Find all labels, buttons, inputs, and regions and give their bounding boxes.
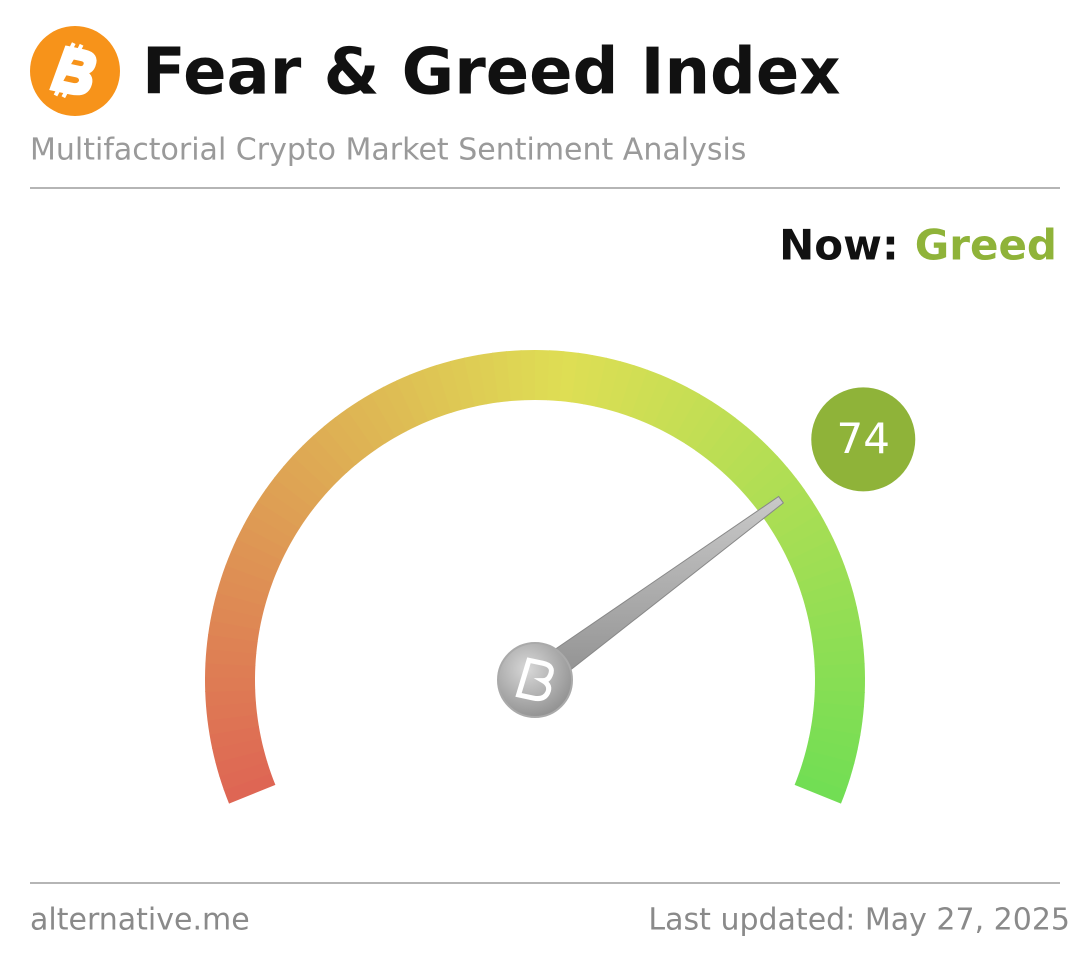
gauge-segment bbox=[547, 350, 565, 402]
gauge-segment bbox=[205, 662, 256, 679]
gauge-segment bbox=[370, 386, 407, 438]
gauge-segment bbox=[213, 592, 266, 618]
gauge-segment bbox=[492, 351, 512, 403]
gauge-segment bbox=[205, 648, 257, 666]
gauge-segment bbox=[812, 634, 864, 655]
gauge-segment bbox=[210, 605, 263, 630]
gauge-segment bbox=[802, 750, 855, 778]
status-label: Now: bbox=[779, 221, 899, 270]
gauge-segment bbox=[684, 401, 725, 451]
gauge-segment bbox=[334, 408, 376, 458]
gauge-segment bbox=[383, 380, 418, 432]
gauge-segment bbox=[535, 350, 551, 401]
gauge-segment bbox=[814, 663, 865, 679]
gauge-segment bbox=[740, 456, 788, 500]
gauge-segment bbox=[788, 539, 840, 573]
gauge-segment bbox=[694, 409, 736, 458]
gauge-segment bbox=[257, 488, 307, 529]
gauge-segment bbox=[748, 466, 797, 510]
gauge-segment bbox=[409, 369, 441, 422]
gauge-segment bbox=[506, 350, 524, 402]
gauge-segment bbox=[302, 435, 347, 482]
gauge-segment bbox=[674, 393, 713, 444]
gauge-segment bbox=[797, 565, 850, 595]
gauge-segment bbox=[422, 364, 452, 417]
gauge-segment bbox=[230, 538, 283, 572]
needle-hub bbox=[497, 642, 573, 718]
gauge-segment bbox=[219, 761, 272, 791]
value-badge bbox=[811, 387, 916, 492]
gauge-segment bbox=[209, 725, 262, 749]
gauge-segment bbox=[814, 677, 865, 693]
gauge-segment bbox=[236, 525, 288, 561]
gauge-segment bbox=[346, 400, 386, 451]
gauge-segment bbox=[571, 352, 593, 405]
value-label: 74 bbox=[837, 414, 890, 463]
gauge-segment bbox=[782, 526, 834, 561]
gauge-segment bbox=[283, 455, 330, 500]
gauge-segment bbox=[807, 606, 860, 631]
source: alternative.me bbox=[30, 903, 250, 938]
gauge-segment bbox=[249, 500, 300, 539]
status: Greed bbox=[915, 221, 1057, 270]
gauge-segment bbox=[212, 737, 264, 763]
gauge-segment bbox=[358, 393, 397, 444]
gauge-segment bbox=[216, 578, 269, 606]
logo bbox=[30, 26, 120, 116]
hub-logo bbox=[515, 657, 554, 702]
gauge-segment bbox=[618, 365, 649, 417]
gauge-segment bbox=[732, 445, 778, 491]
gauge-segment bbox=[323, 417, 366, 465]
gauge-segment bbox=[204, 676, 256, 693]
gauge-segment bbox=[770, 501, 821, 540]
gauge-segment bbox=[805, 738, 858, 764]
gauge-segment bbox=[723, 435, 769, 482]
gauge-segment bbox=[801, 578, 854, 607]
gauge-segment bbox=[205, 689, 256, 707]
gauge-segment bbox=[312, 426, 357, 473]
gauge-segment bbox=[463, 354, 488, 407]
gauge-segment bbox=[583, 354, 607, 407]
gauge-segment bbox=[396, 374, 429, 427]
gauge-segment bbox=[225, 551, 278, 583]
gauge-segment bbox=[793, 552, 845, 584]
gauge-segment bbox=[223, 772, 276, 804]
gauge-segment bbox=[704, 417, 747, 466]
gauge-segment bbox=[607, 361, 635, 414]
gauge-segment bbox=[215, 749, 268, 777]
gauge-segment bbox=[808, 726, 861, 750]
gauge-segment bbox=[814, 690, 865, 708]
gauge-segment bbox=[663, 386, 700, 438]
gauge-segment bbox=[595, 357, 621, 410]
gauge-segment bbox=[798, 761, 851, 791]
gauge-segment bbox=[243, 513, 294, 550]
gauge-segment bbox=[265, 477, 314, 519]
gauge-segment bbox=[436, 360, 464, 413]
gauge-segment bbox=[776, 513, 828, 551]
subtitle: Multifactorial Crypto Market Sentiment A… bbox=[30, 133, 746, 168]
gauge-segment bbox=[520, 350, 536, 401]
last-updated: Last updated: May 27, 2025 bbox=[648, 903, 1070, 938]
gauge-segment bbox=[274, 466, 322, 509]
gauge-segment bbox=[813, 649, 865, 667]
gauge-segment bbox=[559, 351, 579, 403]
gauge-segment bbox=[206, 634, 258, 654]
gauge-segment bbox=[449, 357, 476, 410]
gauge-segment bbox=[714, 426, 758, 474]
gauge-segment bbox=[794, 773, 847, 804]
gauge-segment bbox=[208, 619, 260, 642]
gauge-segment bbox=[220, 564, 273, 595]
gauge-segment bbox=[811, 714, 863, 736]
gauge-segment bbox=[207, 713, 259, 735]
gauge-segment bbox=[763, 489, 813, 530]
gauge-segment bbox=[292, 445, 339, 491]
title: Fear & Greed Index bbox=[142, 36, 841, 110]
gauge-segment bbox=[805, 592, 857, 619]
gauge-segment bbox=[652, 380, 688, 432]
gauge-segment bbox=[630, 369, 662, 422]
gauge: 74 bbox=[204, 350, 916, 804]
gauge-segment bbox=[641, 374, 675, 427]
gauge-segment bbox=[205, 701, 258, 721]
